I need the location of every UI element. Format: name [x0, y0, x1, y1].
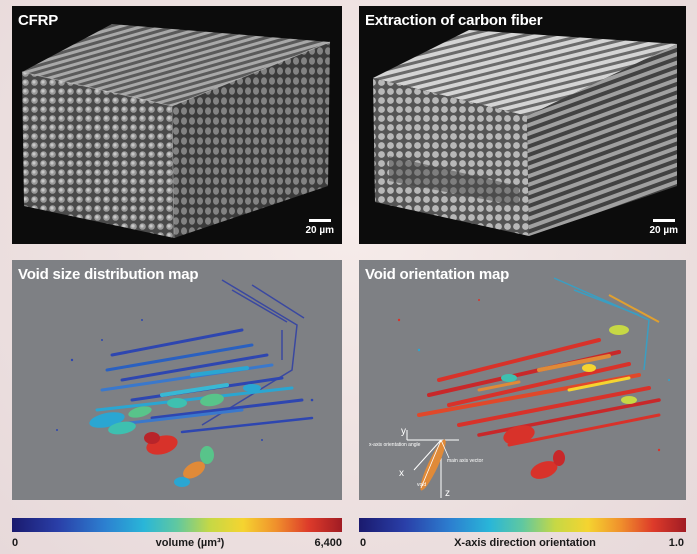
inset-vector-label: main axis vector — [447, 458, 483, 464]
extraction-scale-bar: 20 µm — [649, 219, 678, 236]
cfrp-scale-bar: 20 µm — [305, 219, 334, 236]
orientation-colorbar — [359, 518, 686, 532]
volume-colorbar-label: volume (µm³) — [155, 537, 225, 549]
cfrp-title: CFRP — [18, 12, 59, 29]
inset-x-label: x — [399, 468, 404, 479]
cfrp-scale-label: 20 µm — [305, 225, 334, 236]
inset-angle-label: x-axis orientation angle — [369, 442, 421, 448]
inset-void-label: void — [417, 482, 426, 488]
void-size-render — [56, 279, 314, 487]
void-size-title: Void size distribution map — [18, 266, 199, 283]
inset-y-label: y — [401, 426, 406, 437]
extraction-cube-image — [373, 30, 677, 236]
inset-z-label: z — [445, 488, 450, 499]
orientation-axes-inset — [406, 430, 459, 498]
extraction-panel: Extraction of carbon fiber 20 µm — [359, 6, 686, 244]
void-orientation-render: y x z x-axis orientation angle main axis… — [369, 277, 670, 499]
volume-colorbar-min: 0 — [12, 537, 19, 549]
extraction-scale-label: 20 µm — [649, 225, 678, 236]
void-orientation-title: Void orientation map — [365, 266, 510, 283]
orientation-colorbar-label: X-axis direction orientation — [454, 537, 596, 549]
orientation-colorbar-min: 0 — [360, 537, 367, 549]
volume-colorbar — [12, 518, 342, 532]
orientation-colorbar-max: 1.0 — [668, 537, 684, 549]
cfrp-panel: CFRP 20 µm — [12, 6, 342, 244]
void-orientation-panel: y x z x-axis orientation angle main axis… — [359, 260, 686, 500]
volume-colorbar-max: 6,400 — [314, 537, 342, 549]
cfrp-cube-image — [21, 24, 331, 239]
extraction-title: Extraction of carbon fiber — [365, 12, 543, 29]
void-size-panel: Void size distribution map — [12, 260, 342, 500]
